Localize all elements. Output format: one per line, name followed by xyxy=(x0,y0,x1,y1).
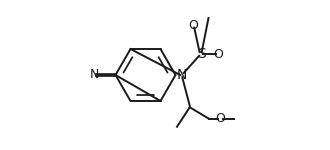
Text: S: S xyxy=(197,47,205,61)
Text: O: O xyxy=(213,48,223,60)
Text: N: N xyxy=(177,68,187,82)
Text: N: N xyxy=(89,69,99,81)
Text: O: O xyxy=(188,19,198,32)
Text: O: O xyxy=(215,112,225,125)
